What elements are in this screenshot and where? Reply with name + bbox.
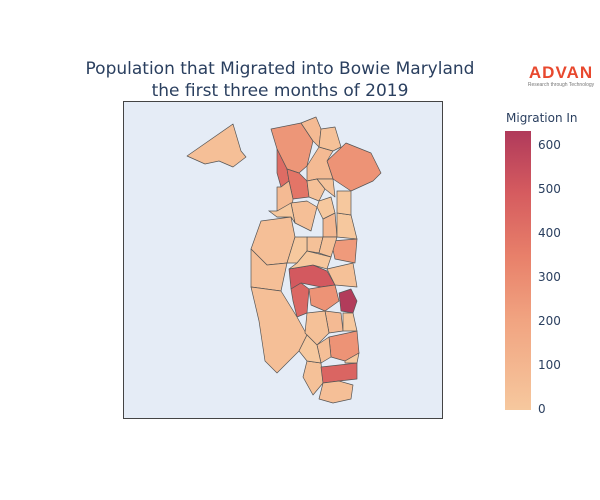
title-line-1: Population that Migrated into Bowie Mary… [85, 59, 475, 79]
colorbar-title: Migration In [506, 111, 578, 125]
map-region-r10[interactable] [318, 126, 342, 152]
map-svg [186, 116, 382, 404]
map-region-filler [267, 202, 296, 224]
colorbar-tick: 200 [538, 314, 561, 328]
colorbar-tick: 500 [538, 182, 561, 196]
map-region-r12[interactable] [290, 200, 318, 232]
map-region-filler [316, 196, 336, 220]
logo-tagline: Research through Technology [527, 82, 595, 88]
map-frame [123, 101, 443, 419]
map-region-r19[interactable] [326, 262, 358, 288]
map-region-r29[interactable] [302, 360, 324, 396]
map-region-r1[interactable] [186, 123, 247, 168]
map-region-filler [336, 190, 352, 216]
map-region-r22[interactable] [338, 288, 358, 314]
advan-logo: ADVAN Research through Technology [526, 64, 596, 89]
map-region-filler [342, 312, 358, 332]
map-region-r13[interactable] [330, 238, 358, 264]
map-region-r4[interactable] [326, 142, 382, 192]
map-region-r24[interactable] [250, 248, 288, 292]
chart-title: Population that Migrated into Bowie Mary… [60, 58, 500, 102]
logo-brand: ADVAN [528, 63, 594, 82]
map-region-filler [298, 334, 322, 364]
map-region-r8[interactable] [306, 178, 326, 202]
map-region-filler [288, 250, 332, 270]
map-region-r30[interactable] [320, 362, 358, 384]
colorbar-tick: 400 [538, 226, 561, 240]
map-region-filler [336, 212, 358, 240]
colorbar-tick: 100 [538, 358, 561, 372]
colorbar [505, 131, 531, 410]
colorbar-tick: 0 [538, 402, 546, 416]
colorbar-tick: 300 [538, 270, 561, 284]
map-region-r9[interactable] [316, 178, 336, 198]
colorbar-tick: 600 [538, 138, 561, 152]
map-region-r21[interactable] [308, 284, 340, 312]
map-region-filler [344, 352, 360, 364]
title-line-2: the first three months of 2019 [151, 81, 409, 101]
map-region-r31[interactable] [318, 380, 354, 404]
region-fillers [267, 190, 360, 364]
map-region-r26[interactable] [304, 310, 330, 346]
